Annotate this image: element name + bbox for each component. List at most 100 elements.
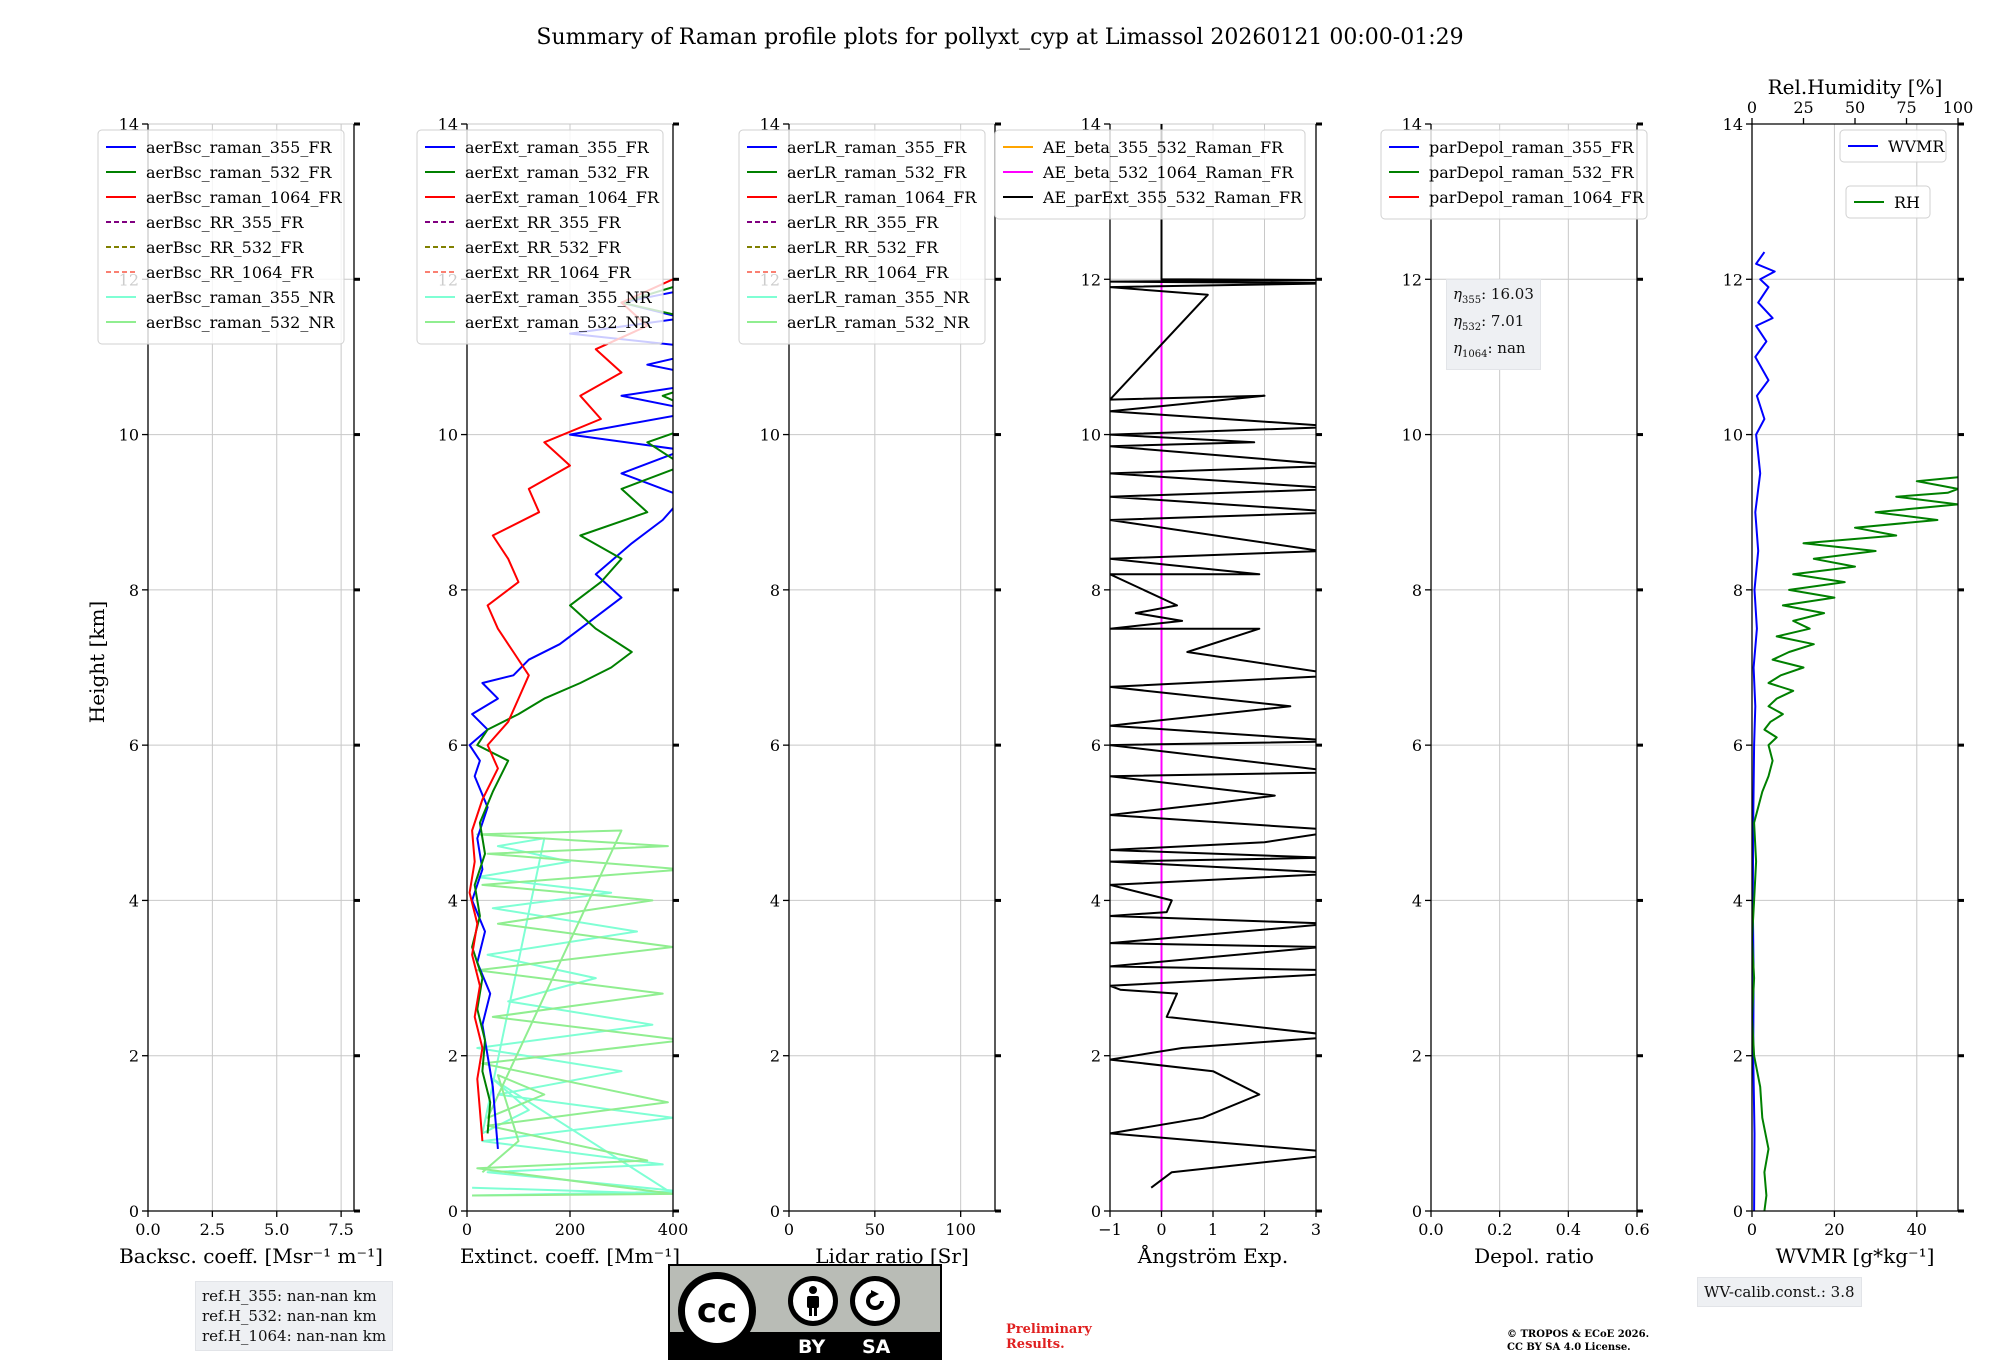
y-tick-label: 10 xyxy=(760,426,780,445)
panel-lidar-ratio: 02468101214050100Lidar ratio [Sr]aerLR_r… xyxy=(738,115,1001,1268)
legend-label-aerLR_raman_532_NR: aerLR_raman_532_NR xyxy=(787,313,970,332)
x-axis-label: Extinct. coeff. [Mm⁻¹] xyxy=(460,1244,680,1268)
x-tick-label: −1 xyxy=(1098,1220,1122,1239)
series-group xyxy=(468,278,673,1197)
share-alike-icon xyxy=(866,1290,884,1310)
legend-label-aerExt_RR_1064_FR: aerExt_RR_1064_FR xyxy=(465,263,632,282)
x-tick-label: 2 xyxy=(1259,1220,1269,1239)
x-tick-label: 20 xyxy=(1824,1220,1844,1239)
y-tick-label: 8 xyxy=(129,581,139,600)
series-line-WVMR xyxy=(1752,251,1776,1211)
y-tick-label: 10 xyxy=(1723,426,1743,445)
y-tick-label: 2 xyxy=(448,1047,458,1066)
legend-label-RH: RH xyxy=(1894,193,1920,212)
cc-license-badge: cc BY SA xyxy=(668,1264,942,1360)
legend-frame xyxy=(1380,129,1648,220)
y-tick-label: 0 xyxy=(1412,1202,1422,1221)
cc-sa-label: SA xyxy=(862,1336,891,1358)
x-tick-label: 0 xyxy=(1747,1220,1757,1239)
legend-box-WVMR: WVMR xyxy=(1839,129,1947,163)
x-tick-label: 7.5 xyxy=(328,1220,353,1239)
y-tick-label: 0 xyxy=(770,1202,780,1221)
series-line-aerExt_raman_1064_FR xyxy=(468,278,673,1142)
x-axis-label: Ångström Exp. xyxy=(1137,1243,1288,1268)
x-tick-label: 50 xyxy=(865,1220,885,1239)
reference-height-box: ref.H_355: nan-nan km ref.H_532: nan-nan… xyxy=(195,1281,394,1351)
y-tick-label: 8 xyxy=(448,581,458,600)
series-group xyxy=(1110,124,1316,1211)
wv-calib-box: WV-calib.const.: 3.8 xyxy=(1697,1277,1862,1307)
x-tick-label: 0.0 xyxy=(1418,1220,1443,1239)
x-tick-label: 0.4 xyxy=(1556,1220,1581,1239)
legend-label-WVMR: WVMR xyxy=(1888,137,1945,156)
legend-angstrom: AE_beta_355_532_Raman_FR AE_beta_532_1064… xyxy=(994,129,1306,220)
panel-depol: 0 2 4 6 8 10 12 14 0.0 0.2 0.4 0.6 Depol. ratio parDe… xyxy=(1380,115,1650,1268)
y-tick-label: 10 xyxy=(1081,426,1101,445)
y-tick-label: 4 xyxy=(448,891,458,910)
x-tick-label: 2.5 xyxy=(200,1220,225,1239)
y-tick-label: 6 xyxy=(1733,736,1743,755)
y-tick-label: 14 xyxy=(1402,115,1422,134)
panel-extinction: 024681012140200400Extinct. coeff. [Mm⁻¹]… xyxy=(416,115,688,1268)
copyright-note: © TROPOS & ECoE 2026. CC BY SA 4.0 Licen… xyxy=(1507,1328,1649,1354)
y-tick-label: 8 xyxy=(770,581,780,600)
y-tick-label: 0 xyxy=(448,1202,458,1221)
cc-logo-text: cc xyxy=(696,1291,738,1331)
series-line-aerExt_raman_355_NR xyxy=(472,837,673,1197)
legend-frame xyxy=(738,129,986,345)
refH-532: ref.H_532: nan-nan km xyxy=(202,1307,377,1325)
x-axis-label: Depol. ratio xyxy=(1474,1244,1594,1268)
eta-1064-value: nan xyxy=(1497,339,1526,357)
legend-label-aerExt_RR_355_FR: aerExt_RR_355_FR xyxy=(465,213,622,232)
x-tick-label: 40 xyxy=(1907,1220,1927,1239)
legend-label-aerLR_RR_1064_FR: aerLR_RR_1064_FR xyxy=(787,263,949,282)
y-tick-label: 2 xyxy=(1091,1047,1101,1066)
y-tick-label: 2 xyxy=(129,1047,139,1066)
legend-label-parDepol_raman_355_FR: parDepol_raman_355_FR xyxy=(1429,138,1635,157)
legend-frame xyxy=(416,129,664,345)
series-group xyxy=(1752,251,1958,1211)
x-tick-label: 0 xyxy=(784,1220,794,1239)
eta-annotation: η355: 16.03 η532: 7.01 η1064: nan xyxy=(1446,279,1541,370)
y-tick-label: 12 xyxy=(1723,270,1743,289)
y-tick-label: 2 xyxy=(770,1047,780,1066)
top-x-tick-label: 0 xyxy=(1747,98,1757,117)
x-tick-label: 200 xyxy=(555,1220,586,1239)
legend-depol: parDepol_raman_355_FR parDepol_raman_532_… xyxy=(1380,129,1648,220)
legend-label-aerLR_raman_355_FR: aerLR_raman_355_FR xyxy=(787,138,967,157)
y-tick-label: 2 xyxy=(1412,1047,1422,1066)
legend-label-aerBsc_raman_532_FR: aerBsc_raman_532_FR xyxy=(146,163,332,182)
series-line-RH xyxy=(1752,476,1958,1211)
y-tick-label: 10 xyxy=(119,426,139,445)
y-axis-label: Height [km] xyxy=(85,601,109,723)
y-tick-label: 4 xyxy=(1412,891,1422,910)
cc-by-label: BY xyxy=(798,1336,826,1358)
legend-label-AE_beta_532_1064_Raman_FR: AE_beta_532_1064_Raman_FR xyxy=(1042,163,1294,182)
copyright-line-1: © TROPOS & ECoE 2026. xyxy=(1507,1329,1650,1340)
legend-label-aerBsc_raman_1064_FR: aerBsc_raman_1064_FR xyxy=(146,188,343,207)
x-tick-label: 100 xyxy=(945,1220,976,1239)
legend-label-aerExt_raman_355_NR: aerExt_raman_355_NR xyxy=(465,288,653,307)
eta-355: η355: 16.03 xyxy=(1453,285,1534,306)
legend-label-aerLR_raman_355_NR: aerLR_raman_355_NR xyxy=(787,288,970,307)
legend-label-parDepol_raman_532_FR: parDepol_raman_532_FR xyxy=(1429,163,1635,182)
top-x-tick-label: 100 xyxy=(1943,98,1974,117)
top-x-tick-label: 25 xyxy=(1793,98,1813,117)
legend-frame xyxy=(994,129,1306,220)
eta-532: η532: 7.01 xyxy=(1453,312,1525,333)
x-tick-label: 0 xyxy=(462,1220,472,1239)
top-x-tick-label: 50 xyxy=(1845,98,1865,117)
legend-label-aerLR_raman_532_FR: aerLR_raman_532_FR xyxy=(787,163,967,182)
y-tick-label: 2 xyxy=(1733,1047,1743,1066)
top-x-tick-label: 75 xyxy=(1896,98,1916,117)
series-line-aerExt_raman_355_FR xyxy=(468,291,673,1149)
legend-label-aerLR_RR_355_FR: aerLR_RR_355_FR xyxy=(787,213,939,232)
legend-label-aerBsc_RR_355_FR: aerBsc_RR_355_FR xyxy=(146,213,304,232)
y-tick-label: 6 xyxy=(1091,736,1101,755)
copyright-line-2: CC BY SA 4.0 License. xyxy=(1507,1342,1631,1353)
